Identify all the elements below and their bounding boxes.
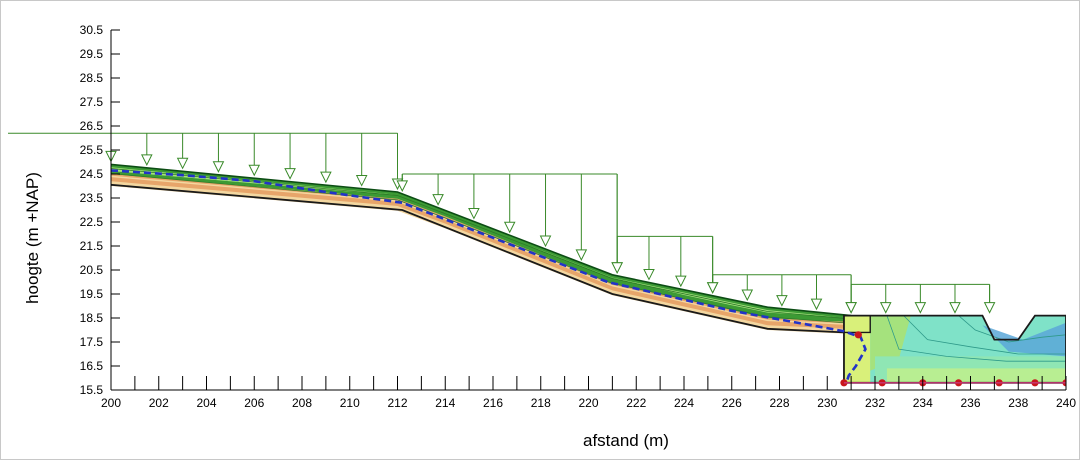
x-tick-label: 200 (101, 396, 121, 410)
load-arrow-head (845, 302, 857, 314)
x-tick-label: 202 (149, 396, 169, 410)
y-tick-label: 24.5 (80, 167, 104, 181)
x-tick-label: 220 (578, 396, 598, 410)
y-axis-title: hoogte (m +NAP) (23, 172, 42, 304)
load-arrow-head (248, 164, 261, 177)
load-arrow-head (914, 302, 927, 314)
polder-contour-1 (903, 315, 1066, 355)
load-zone-5 (845, 283, 996, 314)
x-tick-label: 208 (292, 396, 312, 410)
load-arrow-head (396, 180, 409, 192)
load-zone-2 (396, 173, 623, 274)
y-tick-label: 29.5 (80, 47, 104, 61)
toe-step-line (843, 315, 871, 334)
axes: 15.5 16.5 17.5 18.5 19.5 20.5 21.5 22.5 23.5 24.5… (80, 23, 1077, 410)
load-arrow-head (675, 275, 687, 288)
contour-line-1 (111, 173, 844, 324)
x-tick-label: 226 (722, 396, 742, 410)
load-arrow-head (983, 302, 996, 314)
x-tick-label: 222 (626, 396, 646, 410)
x-tick-label: 228 (769, 396, 789, 410)
load-arrow-head (539, 235, 552, 248)
x-axis-title: afstand (m) (583, 431, 669, 450)
load-arrow-head (643, 268, 655, 281)
polder-contour-3 (958, 315, 1066, 343)
x-tick-label: 214 (435, 396, 455, 410)
load-arrow-head (212, 161, 225, 173)
load-arrow-head (611, 262, 623, 274)
x-tick-label: 230 (817, 396, 837, 410)
x-tick-label: 236 (960, 396, 980, 410)
x-tick-label: 210 (340, 396, 360, 410)
y-tick-label: 21.5 (80, 239, 104, 253)
load-arrow-head (284, 168, 296, 180)
y-tick-label: 19.5 (80, 287, 104, 301)
x-tick-label: 224 (674, 396, 694, 410)
x-tick-label: 232 (865, 396, 885, 410)
x-tick-label: 218 (531, 396, 551, 410)
y-tick-label: 22.5 (80, 215, 104, 229)
x-tick-label: 234 (913, 396, 933, 410)
y-tick-label: 20.5 (80, 263, 104, 277)
y-tick-label: 28.5 (80, 71, 104, 85)
load-arrow-head (706, 282, 719, 294)
load-arrow-head (949, 302, 961, 314)
dike-base-line (111, 183, 845, 334)
load-arrow-head (432, 194, 444, 206)
polder-bottom-band (886, 368, 1066, 383)
x-tick-label: 216 (483, 396, 503, 410)
y-tick-label: 30.5 (80, 23, 104, 37)
x-tick-label: 212 (387, 396, 407, 410)
polder-contour-2 (886, 315, 1066, 362)
load-arrow-head (741, 289, 754, 302)
x-tick-label: 238 (1008, 396, 1028, 410)
load-arrow-head (176, 157, 189, 170)
load-arrow-head (776, 295, 788, 307)
load-arrow-head (468, 207, 480, 220)
y-tick-label: 25.5 (80, 143, 104, 157)
y-tick-label: 15.5 (80, 383, 104, 397)
load-arrow-head (355, 175, 368, 187)
phreatic-line (111, 169, 867, 384)
load-arrows (8, 132, 996, 314)
y-tick-label: 18.5 (80, 311, 104, 325)
x-tick-label: 204 (196, 396, 216, 410)
load-arrow-head (879, 302, 892, 314)
y-tick-label: 27.5 (80, 95, 104, 109)
load-arrow-head (575, 249, 588, 261)
load-arrow-head (320, 171, 332, 184)
chart-overlay (111, 163, 1066, 387)
x-tick-label: 240 (1056, 396, 1076, 410)
load-arrow-head (141, 154, 153, 166)
marker-point (854, 331, 862, 339)
load-zone-1 (105, 132, 404, 191)
y-tick-label: 26.5 (80, 119, 104, 133)
y-tick-label: 23.5 (80, 191, 104, 205)
load-arrow-head (503, 221, 516, 234)
y-tick-label: 16.5 (80, 359, 104, 373)
load-arrow-head (810, 298, 823, 311)
y-tick-label: 17.5 (80, 335, 104, 349)
x-tick-label: 206 (244, 396, 264, 410)
